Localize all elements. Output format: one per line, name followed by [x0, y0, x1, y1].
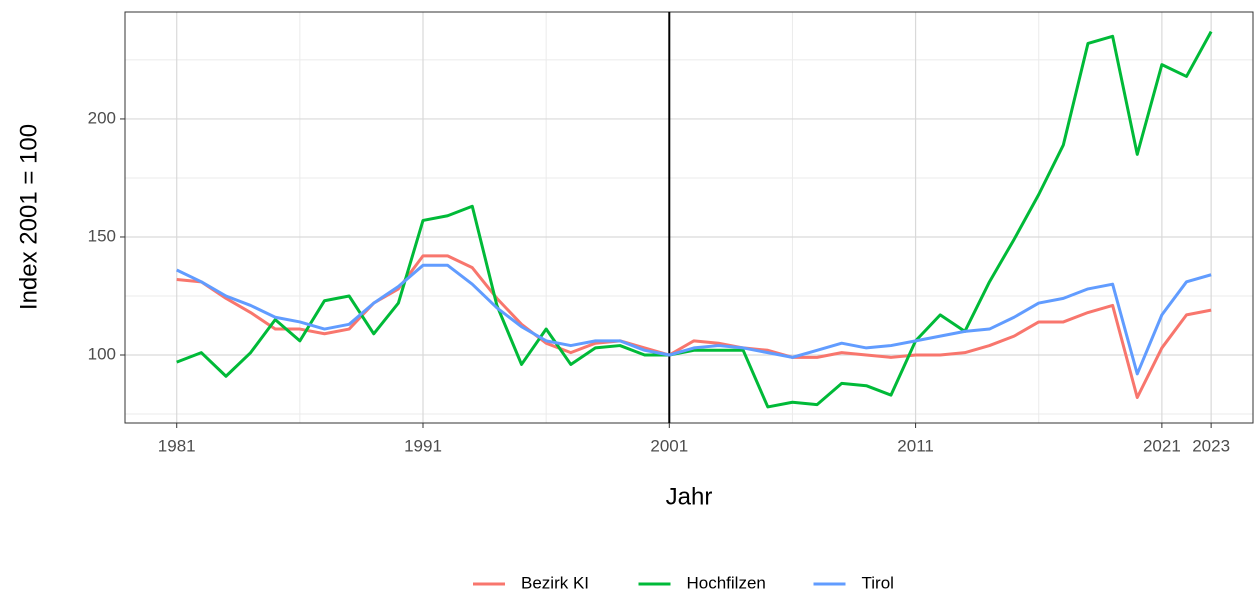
x-tick-label: 2021 — [1143, 436, 1181, 455]
y-tick-label: 100 — [88, 344, 116, 363]
y-tick-label: 150 — [88, 226, 116, 245]
series-line — [176, 263, 1212, 376]
x-tick-label: 2001 — [650, 436, 688, 455]
series-line — [176, 254, 1212, 400]
legend-label: Tirol — [862, 573, 894, 592]
x-axis-label: Jahr — [666, 483, 713, 510]
x-tick-label: 2023 — [1192, 436, 1230, 455]
x-tick-label: 1981 — [158, 436, 196, 455]
x-tick-label: 2011 — [897, 436, 934, 455]
legend-label: Hochfilzen — [687, 573, 766, 592]
series-line — [176, 30, 1213, 409]
x-tick-label: 1991 — [404, 436, 442, 455]
y-axis-label: Index 2001 = 100 — [15, 124, 42, 310]
panel-border — [124, 11, 1254, 424]
legend-label: Bezirk KI — [521, 573, 589, 592]
y-tick-label: 200 — [88, 108, 116, 127]
